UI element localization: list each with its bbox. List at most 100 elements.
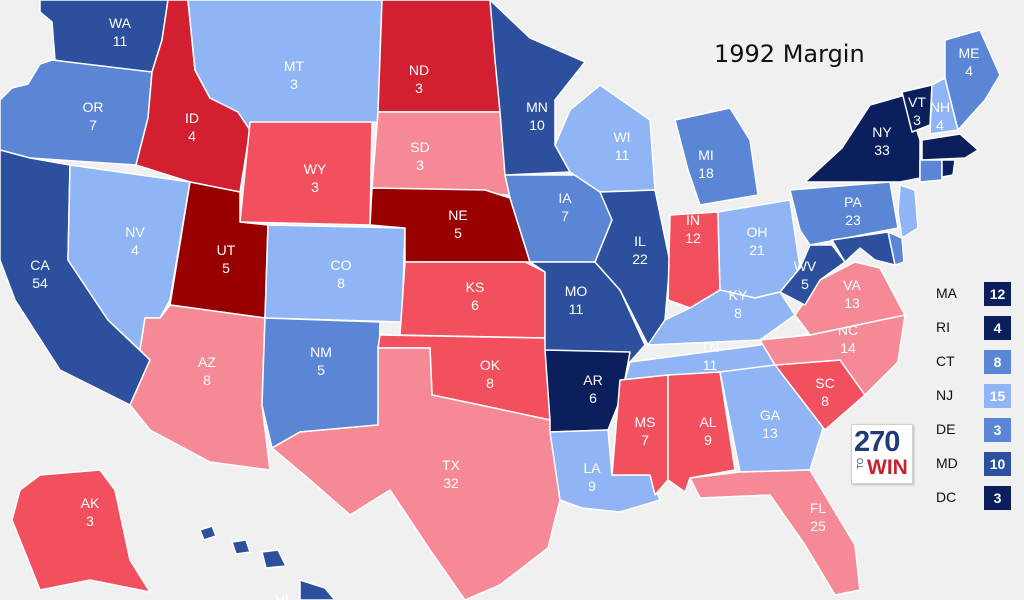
state-label-ev: 8 bbox=[337, 275, 345, 291]
state-OR[interactable]: OR 7 bbox=[0, 59, 153, 166]
state-label-abbr: CO bbox=[331, 257, 352, 273]
state-label-abbr: TX bbox=[442, 457, 461, 473]
state-ND[interactable]: ND 3 bbox=[377, 0, 506, 113]
state-label-abbr: IL bbox=[634, 233, 646, 249]
state-label-ev: 5 bbox=[222, 260, 230, 276]
state-label-ev: 6 bbox=[471, 297, 479, 313]
state-label-ev: 4 bbox=[936, 117, 944, 133]
270towin-logo[interactable]: 270 TO WIN bbox=[851, 424, 913, 484]
state-GA[interactable]: GA 13 bbox=[719, 364, 826, 473]
state-label-ev: 4 bbox=[965, 63, 973, 79]
state-NH[interactable]: NH 4 bbox=[929, 77, 959, 135]
state-NY[interactable]: NY 33 bbox=[804, 94, 921, 183]
state-label-abbr: NH bbox=[930, 99, 950, 115]
state-WV[interactable]: WV 5 bbox=[779, 244, 846, 306]
state-WY[interactable]: WY 3 bbox=[239, 121, 373, 226]
state-ME[interactable]: ME 4 bbox=[944, 29, 1001, 131]
small-states-legend: MA 12 RI 4 CT 8 NJ 15 DE 3 MD 10 DC 3 bbox=[930, 277, 1011, 515]
state-label-ev: 8 bbox=[821, 393, 829, 409]
state-TX[interactable]: TX 32 bbox=[271, 347, 561, 600]
state-label-ev: 10 bbox=[529, 117, 545, 133]
legend-row-de[interactable]: DE 3 bbox=[930, 413, 1011, 447]
state-label-abbr: NV bbox=[125, 224, 145, 240]
legend-state-name: CT bbox=[936, 353, 955, 369]
state-label-abbr: AZ bbox=[198, 354, 216, 370]
small-state-ri[interactable] bbox=[941, 159, 956, 178]
small-state-ma[interactable] bbox=[921, 133, 979, 161]
legend-ev-box: 3 bbox=[984, 418, 1011, 442]
logo-win-text: WIN bbox=[867, 456, 908, 479]
state-label-abbr: VA bbox=[843, 277, 861, 293]
state-WI[interactable]: WI 11 bbox=[554, 84, 656, 193]
state-label-ev: 18 bbox=[698, 165, 714, 181]
state-label-ev: 7 bbox=[89, 117, 97, 133]
state-FL[interactable]: FL 25 bbox=[689, 469, 861, 596]
legend-state-name: DC bbox=[936, 489, 957, 505]
state-IN[interactable]: IN 12 bbox=[667, 211, 721, 309]
state-label-ev: 21 bbox=[749, 242, 765, 258]
state-label-abbr: SC bbox=[815, 375, 834, 391]
state-label-ev: 9 bbox=[704, 432, 712, 448]
state-label-abbr: KS bbox=[466, 279, 485, 295]
state-label-abbr: MT bbox=[284, 58, 305, 74]
state-NV[interactable]: NV 4 bbox=[67, 164, 191, 351]
state-label-ev: 5 bbox=[801, 276, 809, 292]
legend-ev-box: 10 bbox=[984, 452, 1011, 476]
state-label-abbr: ND bbox=[409, 62, 429, 78]
state-label-ev: 7 bbox=[561, 208, 569, 224]
legend-row-nj[interactable]: NJ 15 bbox=[930, 379, 1011, 413]
state-SD[interactable]: SD 3 bbox=[371, 111, 511, 196]
state-label-ev: 11 bbox=[113, 33, 128, 49]
legend-state-name: RI bbox=[936, 319, 950, 335]
state-label-abbr: OK bbox=[480, 357, 501, 373]
state-label-abbr: NE bbox=[448, 207, 467, 223]
state-label-ev: 3 bbox=[913, 112, 921, 128]
logo-to-text: TO bbox=[856, 458, 865, 469]
legend-row-ri[interactable]: RI 4 bbox=[930, 311, 1011, 345]
state-label-abbr: NY bbox=[872, 124, 892, 140]
legend-ev-box: 12 bbox=[984, 282, 1011, 306]
state-label-abbr: AK bbox=[81, 495, 100, 511]
legend-row-md[interactable]: MD 10 bbox=[930, 447, 1011, 481]
state-label-abbr: MO bbox=[565, 283, 588, 299]
state-VA[interactable]: VA 13 bbox=[794, 261, 906, 336]
state-label-abbr: HI bbox=[275, 591, 289, 600]
state-label-ev: 12 bbox=[685, 230, 701, 246]
legend-row-ct[interactable]: CT 8 bbox=[930, 345, 1011, 379]
state-label-abbr: NM bbox=[310, 344, 332, 360]
small-state-md[interactable] bbox=[831, 231, 896, 266]
state-label-abbr: ID bbox=[185, 110, 199, 126]
state-label-ev: 3 bbox=[415, 80, 423, 96]
legend-state-name: MA bbox=[936, 285, 957, 301]
small-state-nj[interactable] bbox=[897, 184, 919, 239]
state-label-ev: 13 bbox=[762, 425, 778, 441]
state-label-abbr: PA bbox=[844, 194, 862, 210]
state-LA[interactable]: LA 9 bbox=[549, 429, 661, 513]
state-AK[interactable]: AK 3 bbox=[11, 469, 151, 593]
state-HI[interactable]: HI4 bbox=[199, 525, 336, 600]
state-label-abbr: LA bbox=[583, 460, 601, 476]
state-MO[interactable]: MO 11 bbox=[529, 261, 646, 363]
state-label-ev: 4 bbox=[131, 242, 139, 258]
state-IL[interactable]: IL 22 bbox=[594, 189, 671, 346]
state-label-abbr: WV bbox=[794, 258, 817, 274]
state-MI[interactable]: MI 18 bbox=[674, 107, 759, 206]
state-label-abbr: OR bbox=[83, 99, 104, 115]
state-label-ev: 9 bbox=[588, 478, 596, 494]
state-AZ[interactable]: AZ 8 bbox=[129, 304, 271, 471]
state-KS[interactable]: KS 6 bbox=[399, 261, 546, 339]
state-label-abbr: GA bbox=[760, 407, 781, 423]
legend-row-dc[interactable]: DC 3 bbox=[930, 481, 1011, 515]
state-label-ev: 11 bbox=[569, 301, 584, 317]
state-label-abbr: WI bbox=[613, 129, 630, 145]
state-label-ev: 3 bbox=[311, 179, 319, 195]
state-label-abbr: ME bbox=[959, 45, 980, 61]
legend-row-ma[interactable]: MA 12 bbox=[930, 277, 1011, 311]
state-NM[interactable]: NM 5 bbox=[261, 317, 381, 449]
small-state-ct[interactable] bbox=[919, 159, 943, 183]
state-label-abbr: MI bbox=[698, 147, 714, 163]
map-title: 1992 Margin bbox=[714, 40, 865, 68]
state-CO[interactable]: CO 8 bbox=[264, 224, 406, 323]
state-label-ev: 11 bbox=[703, 357, 718, 373]
